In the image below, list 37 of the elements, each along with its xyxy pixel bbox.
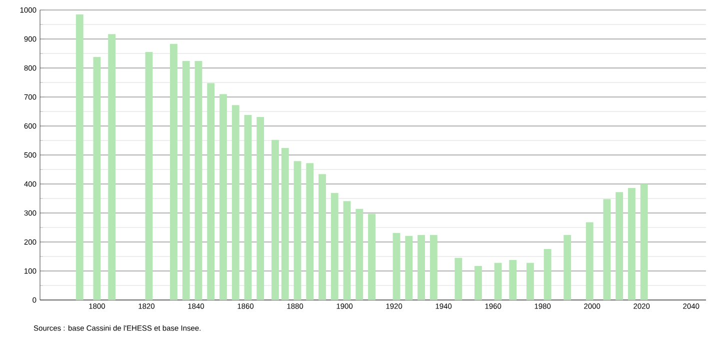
bar	[368, 214, 376, 300]
bar	[544, 248, 552, 300]
bar	[494, 262, 502, 300]
bar	[343, 201, 351, 300]
bar	[170, 44, 178, 300]
bar	[418, 235, 425, 300]
bar	[640, 184, 648, 300]
bar	[244, 114, 252, 300]
bar	[586, 222, 594, 300]
bar	[145, 52, 153, 300]
bar	[392, 232, 400, 300]
bar	[194, 61, 202, 300]
bar	[405, 236, 413, 300]
bar	[330, 192, 338, 300]
bar	[256, 117, 264, 300]
bar	[294, 161, 302, 300]
bar	[182, 61, 190, 300]
bar	[93, 56, 101, 300]
bar	[271, 140, 279, 300]
bar	[454, 258, 462, 300]
bar	[430, 235, 438, 300]
bar	[318, 174, 326, 300]
bar	[526, 262, 534, 300]
bar	[108, 34, 116, 300]
bar	[628, 188, 636, 300]
bar	[564, 235, 572, 300]
bar	[207, 83, 215, 300]
bar	[616, 192, 624, 300]
bar	[220, 94, 227, 300]
bar	[76, 14, 84, 300]
bar	[356, 208, 364, 300]
bar	[281, 148, 289, 300]
bar	[474, 266, 482, 300]
bar	[232, 105, 240, 300]
bar	[509, 260, 517, 300]
bar	[603, 199, 611, 300]
bar	[306, 163, 314, 300]
